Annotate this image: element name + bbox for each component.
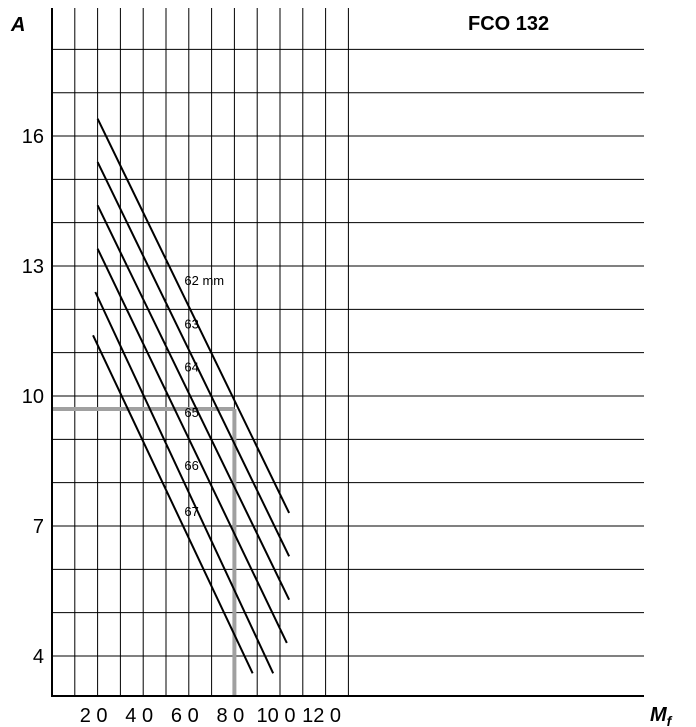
y-tick-label: 10 <box>22 386 44 408</box>
series-line-1 <box>96 118 291 514</box>
series-line-5 <box>94 291 275 674</box>
chart-title: FCO 132 <box>468 13 549 35</box>
x-tick-label: 12 0 <box>302 705 341 727</box>
series-label-6: 67 <box>184 504 198 519</box>
x-tick-labels: 2 0 4 0 6 0 8 0 10 0 12 0 <box>80 705 341 727</box>
series-line-2 <box>96 161 291 557</box>
x-axis-label-subscript: f <box>667 713 673 727</box>
series-lines <box>92 118 291 674</box>
x-axis-label-main: M <box>650 704 668 726</box>
series-label-1: 62 mm <box>184 273 224 288</box>
series-line-4 <box>96 248 288 644</box>
x-tick-label: 10 0 <box>257 705 296 727</box>
series-label-5: 66 <box>184 458 198 473</box>
x-tick-label: 8 0 <box>216 705 244 727</box>
y-tick-label: 4 <box>33 646 44 668</box>
series-label-4: 65 <box>184 405 198 420</box>
series-line-3 <box>96 204 291 601</box>
reference-lines <box>52 406 237 696</box>
series-label-2: 63 <box>184 316 198 331</box>
x-tick-label: 6 0 <box>171 705 199 727</box>
axes <box>51 8 644 697</box>
series-label-3: 64 <box>184 360 198 375</box>
grid-lines <box>52 8 644 696</box>
y-tick-label: 16 <box>22 126 44 148</box>
y-tick-label: 13 <box>22 256 44 278</box>
y-axis-label: A <box>10 14 25 36</box>
series-line-6 <box>92 334 254 674</box>
x-tick-label: 4 0 <box>125 705 153 727</box>
y-tick-label: 7 <box>33 516 44 538</box>
y-tick-labels: 4 7 10 13 16 <box>22 126 44 668</box>
x-axis-label: Mf <box>650 704 673 727</box>
series-labels: 62 mm 63 64 65 66 67 <box>184 273 224 519</box>
x-tick-label: 2 0 <box>80 705 108 727</box>
